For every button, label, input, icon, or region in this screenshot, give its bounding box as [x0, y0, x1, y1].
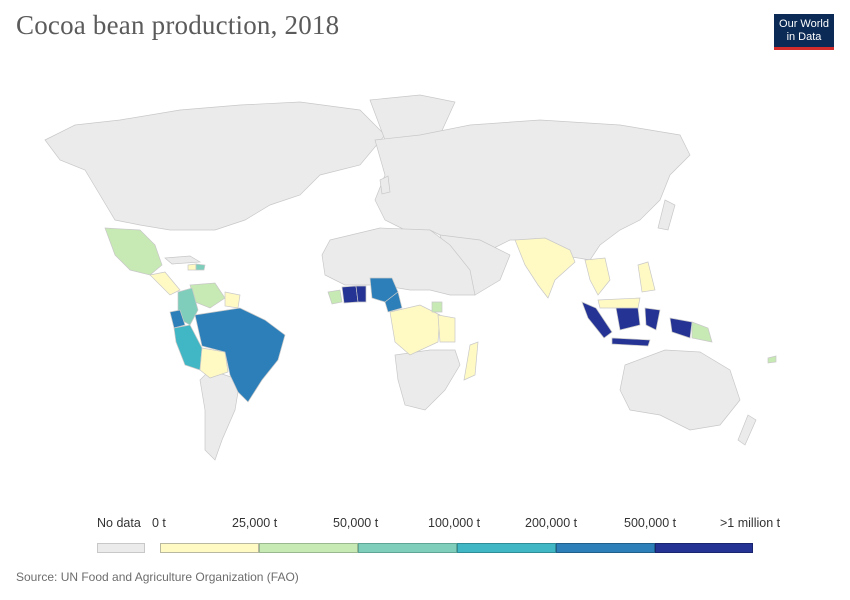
country-bolivia[interactable]	[199, 347, 229, 379]
country-vietnam[interactable]	[584, 257, 611, 296]
legend-bin-2[interactable]	[259, 543, 358, 553]
legend-no-data-swatch	[97, 543, 145, 553]
country-philippines[interactable]	[637, 261, 656, 293]
country-uganda[interactable]	[431, 301, 443, 313]
country-indonesia-java[interactable]	[611, 337, 651, 347]
legend-tick-6: >1 million t	[720, 516, 781, 530]
country-mexico[interactable]	[104, 227, 163, 276]
logo-line-1: Our World	[779, 18, 829, 30]
country-peru[interactable]	[173, 324, 203, 371]
legend-bin-6[interactable]	[655, 543, 753, 553]
legend-bin-1[interactable]	[160, 543, 259, 553]
source-note: Source: UN Food and Agriculture Organiza…	[16, 570, 299, 584]
legend-tick-3: 100,000 t	[428, 516, 481, 530]
country-ghana[interactable]	[355, 285, 367, 303]
country-dr-congo[interactable]	[389, 304, 441, 356]
legend-tick-1: 25,000 t	[232, 516, 278, 530]
country-tanzania[interactable]	[437, 314, 456, 343]
country-malaysia[interactable]	[597, 297, 641, 309]
legend-bin-4[interactable]	[457, 543, 556, 553]
legend-no-data-label: No data	[97, 516, 141, 530]
no-data-land	[44, 94, 757, 461]
country-papua-new-guinea[interactable]	[691, 321, 713, 343]
country-ecuador[interactable]	[169, 309, 186, 329]
country-madagascar[interactable]	[463, 341, 479, 381]
logo-line-2: in Data	[786, 31, 822, 43]
country-sierra-leone[interactable]	[327, 289, 343, 305]
legend-tick-4: 200,000 t	[525, 516, 578, 530]
country-pacific-islands[interactable]	[767, 355, 777, 364]
country-india[interactable]	[514, 237, 576, 299]
legend-tick-0: 0 t	[152, 516, 166, 530]
country-indonesia-sulawesi[interactable]	[644, 307, 661, 331]
world-map	[44, 94, 777, 461]
country-guianas[interactable]	[224, 291, 241, 309]
country-indonesia-papua[interactable]	[669, 317, 693, 339]
producer-countries	[104, 227, 777, 403]
legend-tick-5: 500,000 t	[624, 516, 677, 530]
legend-tick-2: 50,000 t	[333, 516, 379, 530]
country-haiti[interactable]	[187, 263, 197, 271]
country-brazil[interactable]	[194, 307, 286, 403]
country-cote-divoire[interactable]	[341, 285, 359, 304]
chart-title: Cocoa bean production, 2018	[16, 10, 340, 40]
country-cameroon[interactable]	[384, 291, 403, 313]
legend-bin-3[interactable]	[358, 543, 457, 553]
country-indonesia-borneo[interactable]	[615, 307, 641, 331]
owid-logo[interactable]: Our World in Data	[774, 14, 834, 50]
country-central-america[interactable]	[149, 271, 181, 296]
country-indonesia-sumatra[interactable]	[581, 301, 613, 339]
legend-bin-5[interactable]	[556, 543, 655, 553]
country-dominican-republic[interactable]	[195, 263, 206, 271]
